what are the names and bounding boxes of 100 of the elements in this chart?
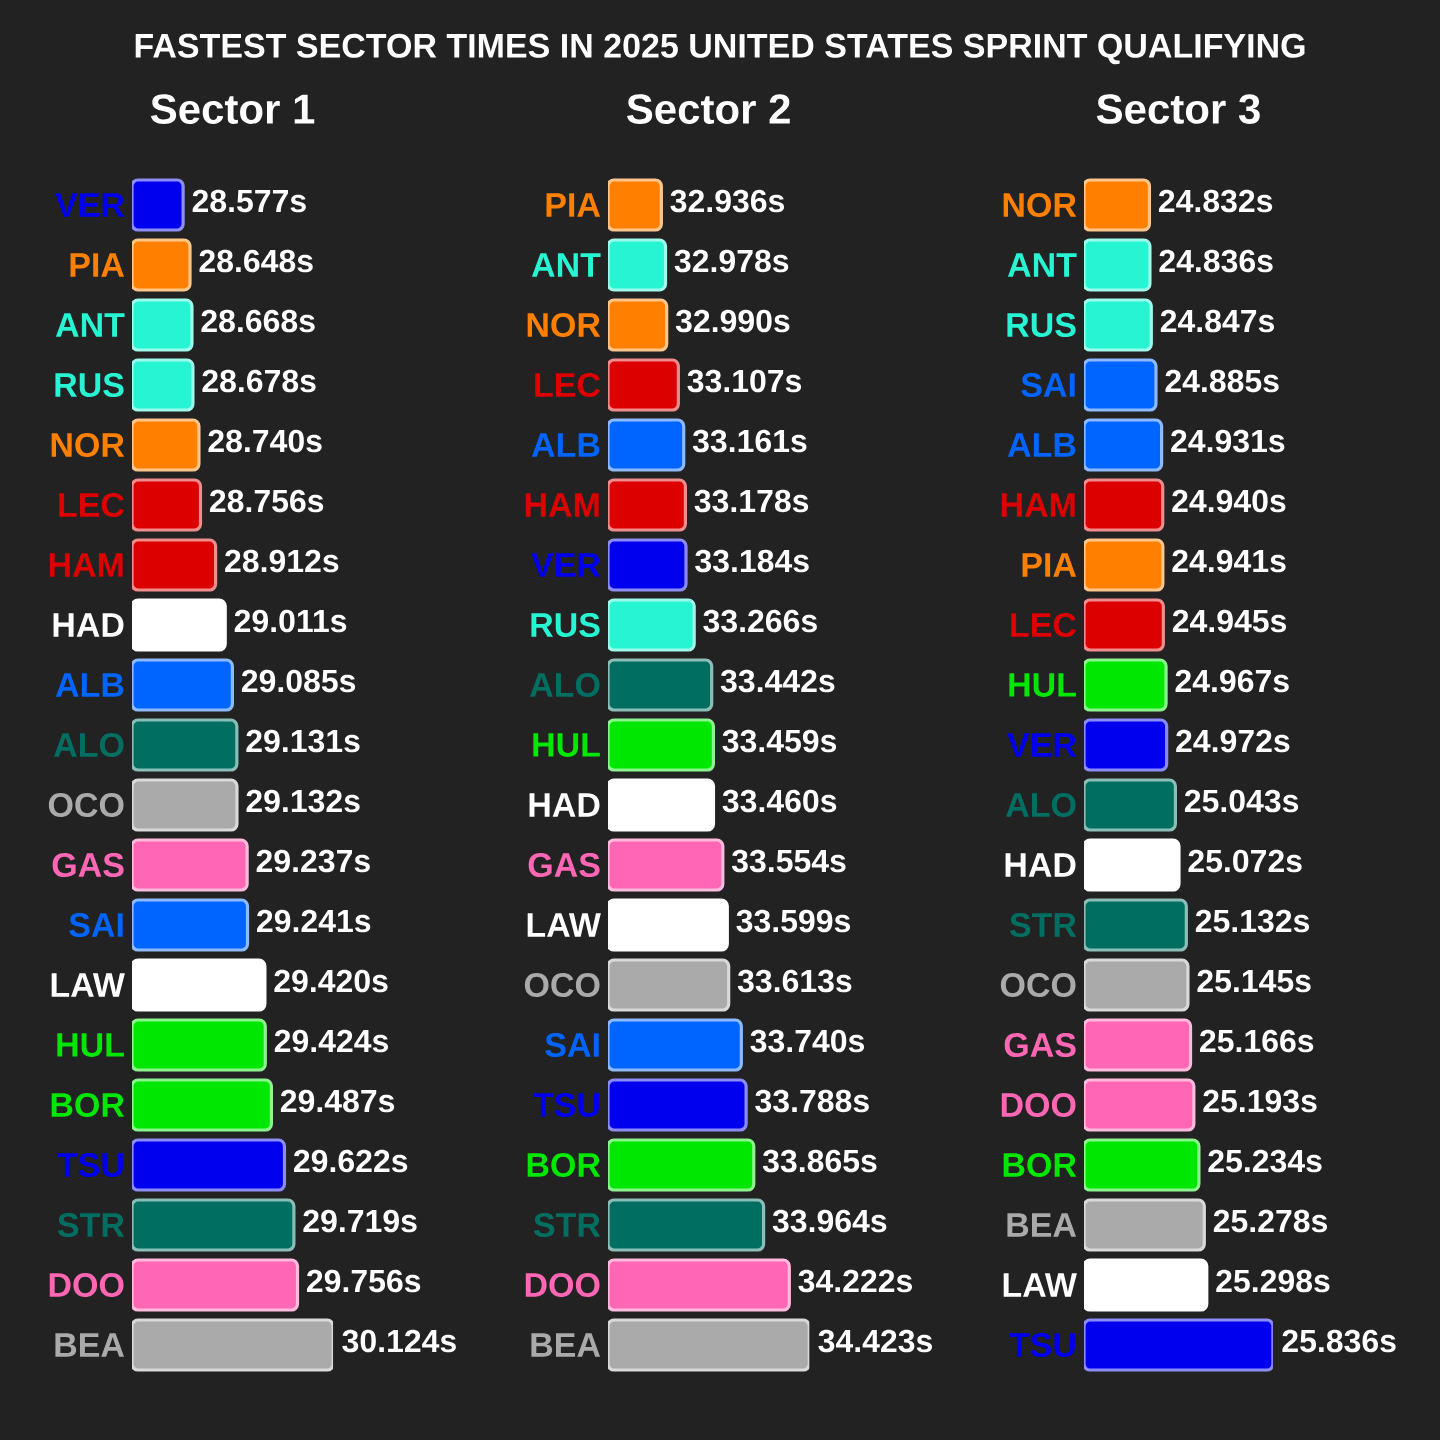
- data-label: 25.836s: [1282, 1329, 1396, 1353]
- data-label: 33.107s: [687, 369, 802, 393]
- data-label: 25.278s: [1213, 1209, 1328, 1233]
- y-tick-label: OCO: [524, 972, 600, 998]
- y-tick-label: SAI: [1021, 372, 1075, 398]
- data-label: 28.912s: [225, 549, 339, 573]
- y-tick-label: RUS: [1007, 312, 1076, 338]
- data-label: 29.011s: [234, 609, 347, 633]
- data-label: 33.266s: [703, 609, 817, 633]
- chart-subtitle: Sector 2: [627, 94, 790, 124]
- y-tick-label: BOR: [527, 1152, 601, 1178]
- y-tick-label: HAD: [529, 793, 600, 817]
- y-tick-label: OCO: [1000, 972, 1076, 998]
- data-label: 33.599s: [736, 909, 851, 933]
- y-tick-label: HAM: [49, 553, 123, 577]
- data-label: 33.740s: [750, 1029, 865, 1053]
- y-tick-label: NOR: [1003, 192, 1077, 218]
- data-label: 29.719s: [303, 1209, 417, 1233]
- y-tick-label: NOR: [51, 432, 125, 458]
- data-label: 25.193s: [1203, 1089, 1317, 1113]
- y-tick-label: BOR: [1003, 1152, 1077, 1178]
- data-label: 34.222s: [798, 1269, 913, 1293]
- y-tick-label: PIA: [546, 193, 601, 217]
- data-label: 32.978s: [674, 249, 789, 273]
- y-tick-label: BEA: [1007, 1213, 1077, 1237]
- y-tick-label: ANT: [1007, 253, 1077, 277]
- data-label: 25.043s: [1184, 789, 1299, 813]
- data-label: 25.145s: [1197, 969, 1311, 993]
- y-tick-label: RUS: [531, 612, 600, 638]
- y-tick-label: GAS: [52, 852, 124, 878]
- data-label: 24.885s: [1165, 369, 1279, 393]
- data-label: 28.740s: [208, 429, 322, 453]
- y-tick-label: SAI: [545, 1032, 599, 1058]
- y-tick-label: TSU: [1009, 1332, 1075, 1358]
- data-label: 28.756s: [209, 489, 324, 513]
- y-tick-label: ALO: [1006, 792, 1076, 818]
- y-tick-label: HUL: [57, 1033, 124, 1057]
- data-label: 25.234s: [1208, 1149, 1322, 1173]
- data-label: 29.131s: [246, 729, 360, 753]
- y-tick-label: ALO: [530, 672, 600, 698]
- data-label: 24.941s: [1172, 549, 1286, 573]
- y-tick-label: HUL: [533, 733, 600, 757]
- data-label: 33.442s: [720, 669, 835, 693]
- data-label: 33.459s: [722, 729, 837, 753]
- data-label: 25.132s: [1195, 909, 1310, 933]
- y-tick-label: GAS: [528, 852, 600, 878]
- y-tick-label: ANT: [531, 253, 601, 277]
- y-tick-label: HAM: [1001, 493, 1075, 517]
- data-label: 33.964s: [772, 1209, 887, 1233]
- data-label: 33.161s: [692, 429, 807, 453]
- data-label: 33.613s: [737, 969, 852, 993]
- data-label: 33.460s: [722, 789, 837, 813]
- y-tick-label: NOR: [527, 312, 601, 338]
- data-label: 29.756s: [306, 1269, 421, 1293]
- chart-subtitle: Sector 1: [150, 94, 315, 124]
- y-tick-label: ALO: [54, 732, 124, 758]
- data-label: 24.945s: [1172, 609, 1287, 633]
- data-label: 32.990s: [675, 309, 790, 333]
- y-tick-label: ALB: [1007, 433, 1076, 457]
- data-label: 29.085s: [241, 669, 356, 693]
- y-tick-label: DOO: [1001, 1092, 1076, 1118]
- data-label: 29.241s: [257, 909, 371, 933]
- y-tick-label: OCO: [48, 792, 124, 818]
- y-tick-label: ALB: [55, 673, 124, 697]
- text: FASTEST SECTOR TIMES IN 2025 UNITED STATES SPRINT QUALIFYING: [135, 33, 1305, 65]
- y-tick-label: ANT: [55, 313, 125, 337]
- data-label: 33.865s: [762, 1149, 877, 1173]
- y-tick-label: PIA: [1022, 553, 1077, 577]
- data-label: 29.420s: [274, 969, 388, 993]
- data-label: 29.622s: [293, 1149, 408, 1173]
- y-tick-label: BEA: [531, 1333, 601, 1357]
- y-tick-label: HUL: [1009, 673, 1076, 697]
- data-label: 25.298s: [1216, 1269, 1330, 1293]
- y-tick-label: LAW: [1003, 1273, 1077, 1297]
- data-label: 29.424s: [274, 1029, 388, 1053]
- data-label: 28.577s: [192, 189, 306, 213]
- y-tick-label: STR: [533, 1212, 601, 1238]
- y-tick-label: RUS: [55, 372, 124, 398]
- y-tick-label: LEC: [1011, 612, 1077, 638]
- data-label: 33.788s: [755, 1089, 869, 1113]
- data-label: 33.554s: [731, 849, 846, 873]
- data-label: 29.237s: [256, 849, 370, 873]
- y-tick-label: BOR: [51, 1092, 125, 1118]
- y-tick-label: STR: [1009, 912, 1077, 938]
- data-label: 34.423s: [818, 1329, 933, 1353]
- y-tick-label: TSU: [57, 1152, 123, 1178]
- data-label: 32.936s: [670, 189, 785, 213]
- data-label: 24.940s: [1172, 489, 1286, 513]
- y-tick-label: HAM: [525, 493, 599, 517]
- data-label: 25.166s: [1200, 1029, 1314, 1053]
- y-tick-label: VER: [531, 553, 601, 577]
- y-tick-label: DOO: [525, 1272, 600, 1298]
- y-tick-label: LEC: [59, 492, 125, 518]
- y-tick-label: GAS: [1004, 1032, 1076, 1058]
- data-label: 25.072s: [1188, 849, 1302, 873]
- data-label: 28.668s: [201, 309, 315, 333]
- y-tick-label: SAI: [69, 912, 123, 938]
- data-label: 29.487s: [280, 1089, 395, 1113]
- data-label: 24.832s: [1158, 189, 1273, 213]
- y-tick-label: LAW: [51, 973, 125, 997]
